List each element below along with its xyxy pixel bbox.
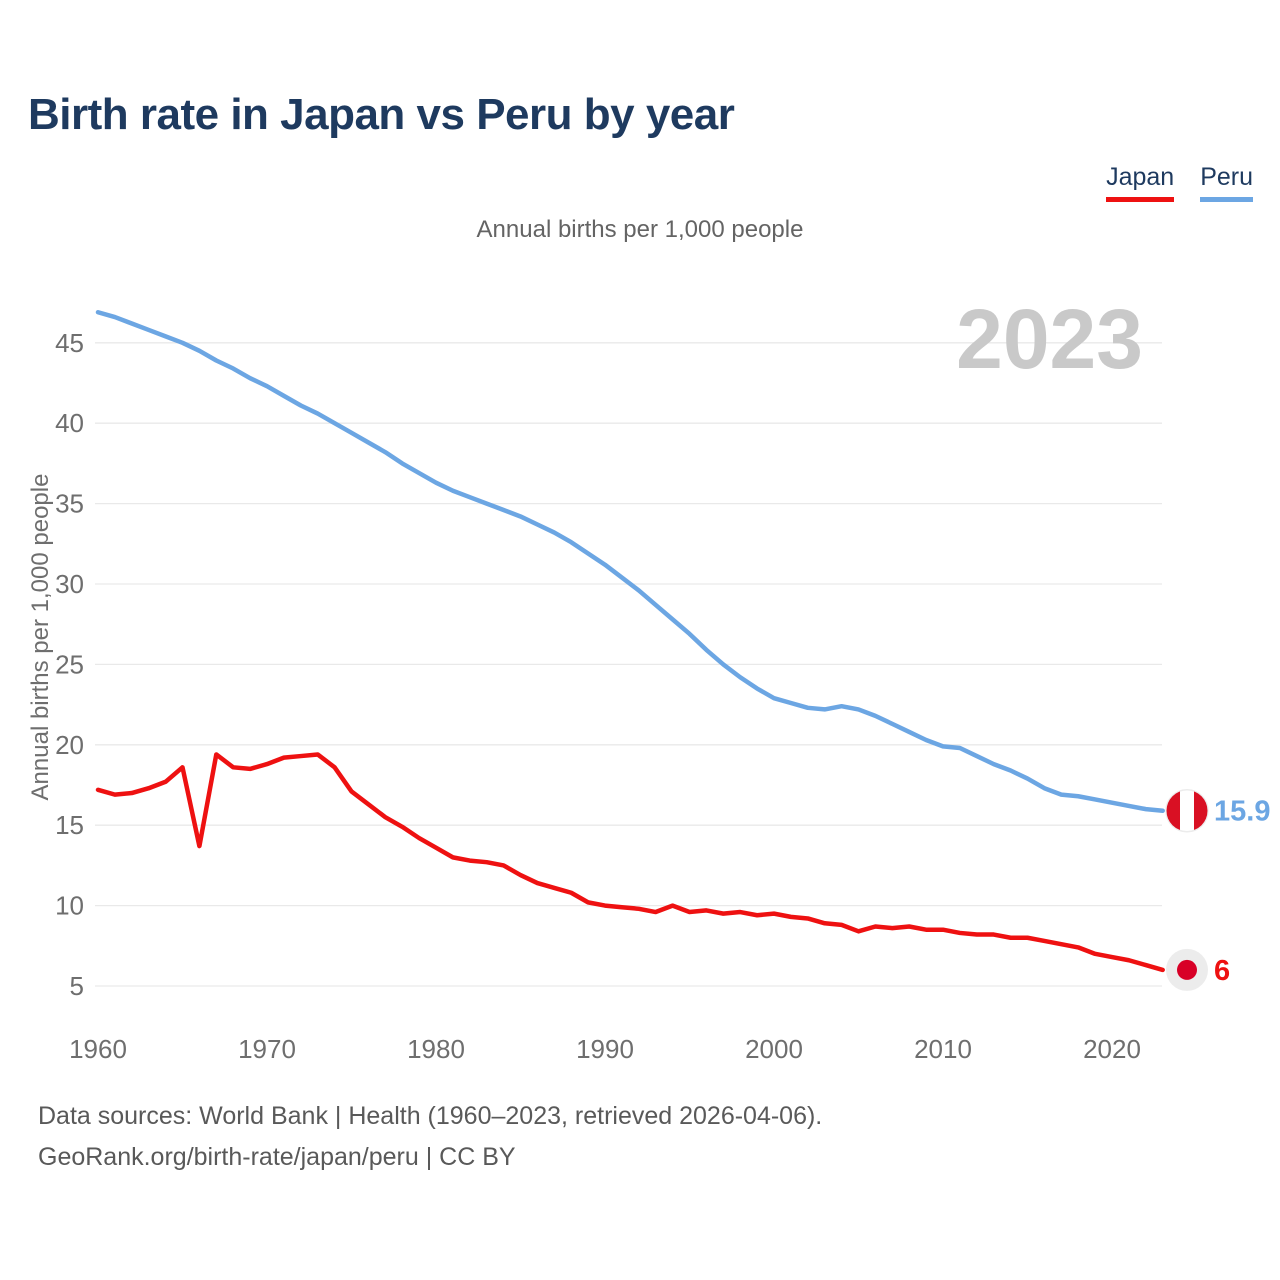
y-tick-label: 15	[55, 810, 84, 840]
x-tick-label: 2010	[914, 1034, 972, 1064]
x-tick-label: 1990	[576, 1034, 634, 1064]
y-tick-label: 45	[55, 328, 84, 358]
y-tick-label: 5	[70, 971, 84, 1001]
y-tick-label: 10	[55, 891, 84, 921]
japan-line[interactable]	[95, 752, 1165, 973]
japan-end-value: 6	[1214, 955, 1230, 987]
y-tick-label: 35	[55, 489, 84, 519]
legend-item-japan[interactable]: Japan	[1106, 163, 1175, 202]
y-axis-label: Annual births per 1,000 people	[27, 474, 54, 801]
x-tick-label: 1980	[407, 1034, 465, 1064]
peru-line[interactable]	[95, 309, 1165, 813]
y-tick-label: 20	[55, 730, 84, 760]
footer-url: GeoRank.org/birth-rate/japan/peru | CC B…	[38, 1143, 516, 1171]
peru-end-value: 15.9	[1214, 796, 1270, 828]
legend-item-peru[interactable]: Peru	[1200, 163, 1253, 202]
peru-flag-band	[1166, 790, 1180, 832]
watermark-year: 2023	[956, 292, 1143, 386]
footer-sources: Data sources: World Bank | Health (1960–…	[38, 1102, 823, 1130]
chart-subtitle: Annual births per 1,000 people	[476, 216, 804, 243]
peru-flag-band	[1194, 790, 1208, 832]
page-title: Birth rate in Japan vs Peru by year	[28, 90, 735, 139]
x-tick-label: 1970	[238, 1034, 296, 1064]
y-tick-label: 40	[55, 408, 84, 438]
x-tick-label: 1960	[69, 1034, 127, 1064]
x-tick-label: 2000	[745, 1034, 803, 1064]
x-tick-label: 2020	[1083, 1034, 1141, 1064]
legend: Japan Peru	[1106, 163, 1253, 202]
y-tick-label: 30	[55, 569, 84, 599]
footer: Data sources: World Bank | Health (1960–…	[38, 1096, 822, 1178]
japan-flag-dot	[1177, 959, 1197, 980]
y-tick-label: 25	[55, 649, 84, 679]
